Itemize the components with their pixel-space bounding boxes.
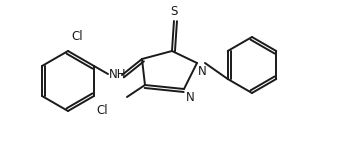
Text: N: N (186, 91, 195, 104)
Text: Cl: Cl (96, 104, 108, 117)
Text: N: N (198, 65, 207, 78)
Text: NH: NH (109, 68, 126, 82)
Text: S: S (170, 5, 178, 18)
Text: Cl: Cl (71, 30, 83, 43)
